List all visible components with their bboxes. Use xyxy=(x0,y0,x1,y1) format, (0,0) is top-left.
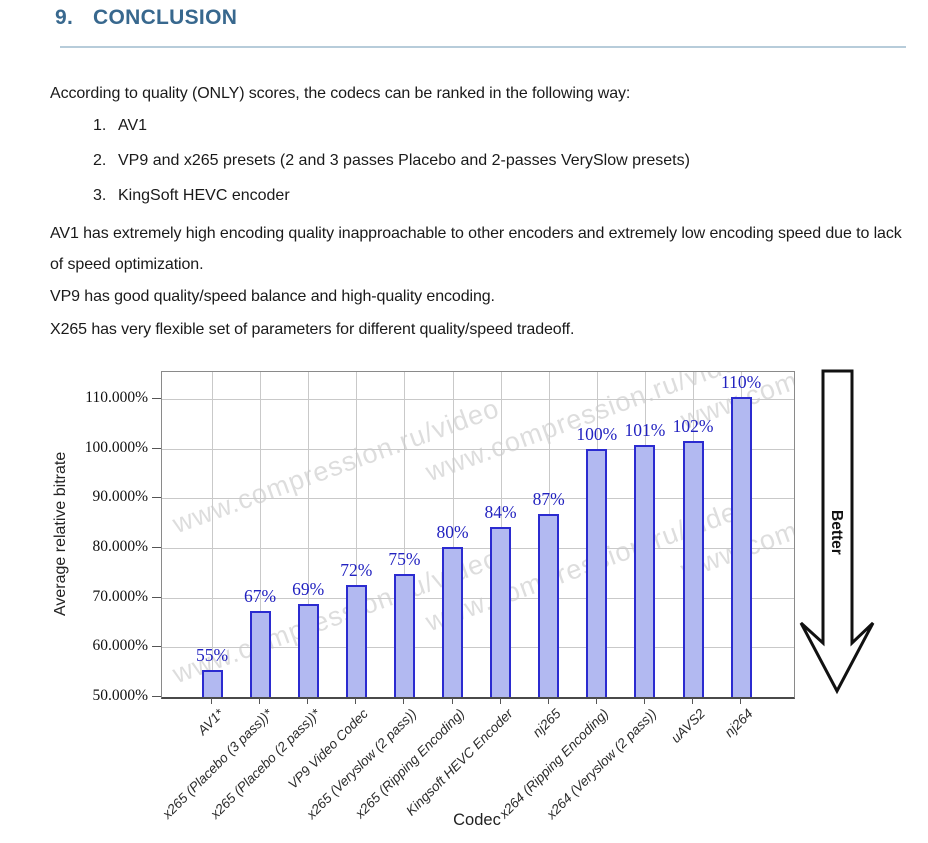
y-tick xyxy=(152,447,161,449)
gridline-horizontal xyxy=(162,448,794,450)
bar xyxy=(682,441,704,697)
list-item-number: 2. xyxy=(93,152,107,169)
list-item: 3. KingSoft HEVC encoder xyxy=(93,185,290,207)
x-tick xyxy=(499,698,501,704)
bar-value-label: 84% xyxy=(484,501,517,522)
body-paragraph: VP9 has good quality/speed balance and h… xyxy=(50,288,495,305)
y-tick xyxy=(152,646,161,648)
gridline-vertical xyxy=(404,372,406,697)
x-tick xyxy=(547,698,549,704)
bar-chart: Average relative bitrate www.compression… xyxy=(0,355,928,843)
gridline-horizontal xyxy=(162,547,794,549)
list-item: 1. AV1 xyxy=(93,115,147,137)
y-tick xyxy=(152,696,161,697)
y-tick-label: 50.000% xyxy=(92,687,148,704)
bar xyxy=(249,611,271,697)
y-tick-label: 70.000% xyxy=(92,587,148,605)
category-label: nj264 xyxy=(721,706,756,740)
y-tick-label: 110.000% xyxy=(85,388,148,406)
body-paragraph: X265 has very flexible set of parameters… xyxy=(50,321,575,338)
x-tick xyxy=(740,698,742,704)
bar-value-label: 69% xyxy=(292,579,325,600)
list-item-text: AV1 xyxy=(118,117,148,134)
x-tick xyxy=(355,698,357,704)
x-tick xyxy=(595,698,597,704)
x-tick xyxy=(643,698,645,704)
bar xyxy=(634,444,656,697)
x-tick xyxy=(211,698,212,704)
gridline-vertical xyxy=(260,372,262,697)
better-arrow-label: Better xyxy=(828,509,845,555)
gridline-vertical xyxy=(452,372,454,697)
bar-value-label: 72% xyxy=(340,560,373,581)
bar xyxy=(490,526,512,697)
bar-value-label: 55% xyxy=(195,645,229,666)
x-tick xyxy=(451,698,453,704)
gridline-vertical xyxy=(356,372,358,697)
gridline-horizontal xyxy=(162,498,794,500)
category-label: uAVS2 xyxy=(667,706,708,746)
list-item: 2. VP9 and x265 presets (2 and 3 passes P… xyxy=(93,150,690,172)
x-axis-title: Codec xyxy=(453,811,501,829)
section-number: 9. xyxy=(55,6,74,29)
bar xyxy=(586,448,608,697)
section-title: CONCLUSION xyxy=(93,6,238,29)
list-item-text: KingSoft HEVC encoder xyxy=(118,187,290,204)
category-label: AV1* xyxy=(194,706,227,738)
gridline-horizontal xyxy=(162,647,794,649)
x-tick xyxy=(692,698,693,704)
heading-divider xyxy=(60,46,906,48)
bar xyxy=(538,513,560,697)
gridline-horizontal xyxy=(162,597,794,599)
y-tick-label: 80.000% xyxy=(92,537,148,555)
list-item-number: 3. xyxy=(93,187,107,204)
bar-value-label: 102% xyxy=(672,416,714,437)
bar-value-label: 101% xyxy=(624,419,666,440)
bar xyxy=(201,670,223,697)
bar xyxy=(297,604,319,697)
category-label: nj265 xyxy=(529,706,564,740)
bar-value-label: 67% xyxy=(244,586,277,606)
bar xyxy=(393,573,415,697)
better-direction-arrow: Better xyxy=(799,369,875,697)
bar-value-label: 87% xyxy=(532,488,565,509)
bar-value-label: 75% xyxy=(388,548,421,569)
list-item-text: VP9 and x265 presets (2 and 3 passes Pla… xyxy=(118,152,690,169)
x-tick xyxy=(259,698,261,704)
down-arrow-icon xyxy=(799,369,875,695)
bar-value-label: 100% xyxy=(576,423,618,444)
section-heading: 9. CONCLUSION xyxy=(55,6,237,30)
plot-area: www.compression.ru/video www.compression.… xyxy=(161,371,795,699)
gridline-vertical xyxy=(212,372,213,697)
bar-value-label: 110% xyxy=(721,371,762,392)
x-tick xyxy=(403,698,405,704)
y-tick xyxy=(152,497,161,499)
y-tick xyxy=(152,397,161,399)
list-item-number: 1. xyxy=(93,117,107,134)
y-tick xyxy=(152,546,161,548)
body-paragraph: AV1 has extremely high encoding quality … xyxy=(50,225,902,273)
y-tick-label: 100.000% xyxy=(84,438,148,456)
bar xyxy=(442,547,463,697)
bar xyxy=(730,396,752,697)
bar xyxy=(345,585,367,697)
y-tick xyxy=(152,596,161,598)
y-tick-label: 60.000% xyxy=(92,637,148,655)
y-tick-label: 90.000% xyxy=(92,488,148,506)
gridline-horizontal xyxy=(162,398,794,400)
x-tick xyxy=(307,698,309,704)
intro-paragraph: According to quality (ONLY) scores, the … xyxy=(50,85,631,102)
gridline-vertical xyxy=(308,372,310,697)
bar-value-label: 80% xyxy=(436,522,469,543)
